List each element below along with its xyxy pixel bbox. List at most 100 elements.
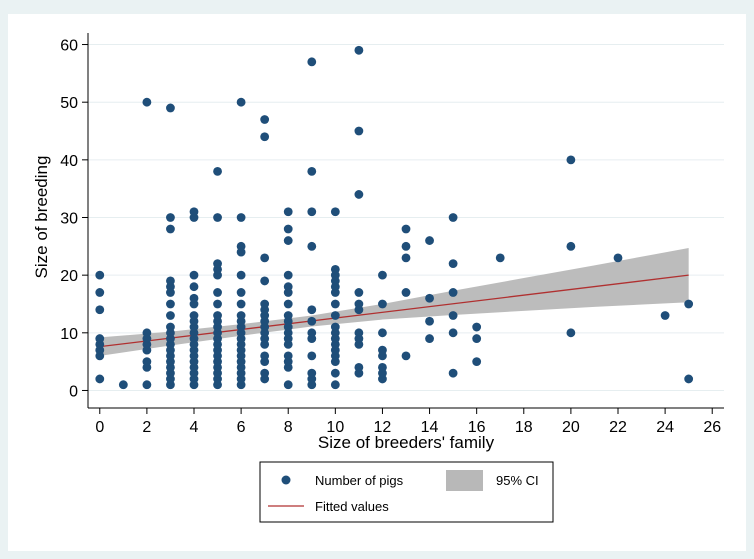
data-point xyxy=(166,322,175,332)
x-tick-label: 26 xyxy=(703,419,721,436)
x-tick-label: 6 xyxy=(237,419,246,436)
x-tick-label: 24 xyxy=(656,419,674,436)
data-point xyxy=(236,270,246,280)
y-axis-ticks: 0 10 20 30 40 50 60 xyxy=(60,38,88,400)
data-point xyxy=(354,299,364,309)
data-point xyxy=(142,97,152,107)
data-point xyxy=(330,299,340,309)
data-point xyxy=(236,311,246,320)
data-point xyxy=(213,166,222,176)
data-point xyxy=(401,253,411,263)
data-point xyxy=(95,270,105,280)
data-point xyxy=(613,253,623,263)
data-point xyxy=(213,213,222,222)
data-point xyxy=(566,155,576,165)
data-point xyxy=(213,311,222,320)
data-point xyxy=(166,103,175,113)
data-point xyxy=(283,380,293,390)
data-point xyxy=(166,276,175,286)
data-point xyxy=(189,207,199,217)
data-point xyxy=(472,357,482,367)
data-point xyxy=(307,368,317,378)
data-point xyxy=(283,207,293,217)
data-point xyxy=(378,363,387,372)
data-point xyxy=(307,351,317,361)
data-point xyxy=(95,288,105,297)
legend-label-95-ci: 95% CI xyxy=(496,473,539,488)
data-point xyxy=(425,316,434,326)
x-tick-label: 20 xyxy=(562,419,580,436)
data-point xyxy=(260,276,270,286)
legend: Number of pigs 95% CI Fitted values xyxy=(259,461,554,523)
x-tick-label: 10 xyxy=(326,419,344,436)
data-point xyxy=(378,299,387,309)
data-point xyxy=(283,282,293,292)
y-tick-label: 60 xyxy=(60,38,78,55)
data-point xyxy=(330,322,340,332)
data-point xyxy=(378,270,387,280)
data-point xyxy=(472,334,482,343)
x-tick-label: 0 xyxy=(95,419,104,436)
data-point xyxy=(307,316,317,326)
data-point xyxy=(283,224,293,234)
data-point xyxy=(330,207,340,217)
data-point xyxy=(260,132,270,142)
data-point xyxy=(189,270,199,280)
y-tick-label: 30 xyxy=(60,211,78,228)
legend-label-number-of-pigs: Number of pigs xyxy=(315,473,404,488)
data-point xyxy=(495,253,505,263)
data-point xyxy=(448,213,458,222)
data-point xyxy=(354,45,364,55)
data-point xyxy=(566,328,576,338)
data-point xyxy=(213,288,222,297)
data-point xyxy=(425,334,434,343)
data-point xyxy=(307,166,317,176)
data-point xyxy=(189,311,199,320)
data-point xyxy=(425,236,434,245)
data-point xyxy=(307,207,317,217)
legend-marker-number-of-pigs xyxy=(281,475,291,485)
data-point xyxy=(213,299,222,309)
data-point xyxy=(566,241,576,251)
data-point xyxy=(95,374,105,384)
data-point xyxy=(330,311,340,320)
x-tick-label: 12 xyxy=(374,419,392,436)
x-axis-ticks: 0 2 4 6 8 10 12 14 16 18 20 22 24 26 xyxy=(95,408,721,436)
data-point xyxy=(236,213,246,222)
data-point xyxy=(330,264,340,274)
y-axis-title: Size of breeding xyxy=(32,156,51,279)
data-point xyxy=(401,241,411,251)
y-tick-label: 0 xyxy=(69,383,78,400)
data-point xyxy=(142,357,152,367)
x-tick-label: 18 xyxy=(515,419,533,436)
y-tick-label: 40 xyxy=(60,153,78,170)
data-point xyxy=(213,259,222,269)
data-point xyxy=(236,97,246,107)
data-point xyxy=(354,126,364,136)
data-point xyxy=(354,190,364,199)
data-point xyxy=(283,270,293,280)
x-tick-label: 4 xyxy=(190,419,199,436)
data-point xyxy=(354,288,364,297)
data-point xyxy=(142,380,152,390)
legend-swatch-95-ci xyxy=(446,470,483,491)
x-tick-label: 16 xyxy=(468,419,486,436)
x-tick-label: 22 xyxy=(609,419,627,436)
x-tick-label: 14 xyxy=(421,419,439,436)
data-point xyxy=(166,224,175,234)
data-point xyxy=(283,299,293,309)
data-point xyxy=(236,241,246,251)
data-point xyxy=(260,253,270,263)
data-point xyxy=(307,305,317,315)
data-point xyxy=(307,241,317,251)
data-point xyxy=(448,328,458,338)
data-point xyxy=(260,368,270,378)
data-point xyxy=(307,328,317,338)
data-point xyxy=(236,299,246,309)
data-point xyxy=(330,380,340,390)
data-point xyxy=(448,368,458,378)
data-point xyxy=(401,224,411,234)
data-point xyxy=(307,57,317,67)
data-point xyxy=(401,288,411,297)
data-point xyxy=(142,328,152,338)
